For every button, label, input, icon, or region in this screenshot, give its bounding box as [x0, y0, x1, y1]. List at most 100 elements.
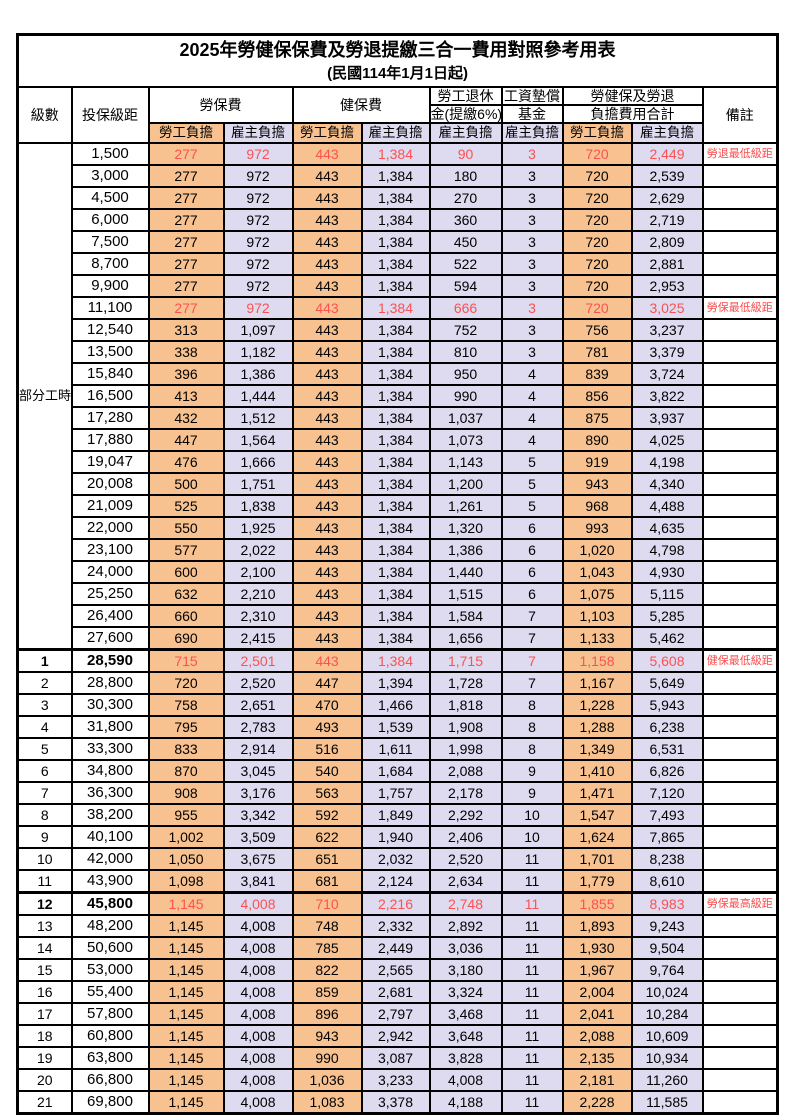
- table-row: 19,047 476 1,666 443 1,384 1,143 5 919 4,198: [18, 450, 779, 474]
- cell-labor-employee: 1,098: [147, 869, 225, 894]
- cell-pension-employer: 1,818: [428, 693, 503, 717]
- cell-pension-employer: 1,908: [428, 715, 503, 739]
- cell-pension-employer: 1,656: [428, 626, 503, 651]
- cell-labor-employee: 277: [147, 186, 225, 210]
- cell-health-employer: 3,378: [360, 1090, 431, 1115]
- cell-total-employee: 720: [561, 186, 633, 210]
- cell-pension-employer: 1,200: [428, 472, 503, 496]
- cell-total-employer: 9,504: [630, 936, 704, 960]
- cell-pension-employer: 2,178: [428, 781, 503, 805]
- cell-health-employer: 1,384: [360, 362, 431, 386]
- cell-health-employer: 1,384: [360, 450, 431, 474]
- cell-remark: [701, 759, 779, 783]
- table-row: 11 43,900 1,098 3,841 681 2,124 2,634 11 1,779 8,…: [16, 869, 779, 894]
- cell-pension-employer: 360: [428, 208, 503, 232]
- cell-total-employer: 3,379: [630, 340, 704, 364]
- cell-total-employer: 9,243: [630, 914, 704, 938]
- cell-remark: [701, 1024, 779, 1048]
- cell-labor-employer: 2,310: [222, 604, 294, 628]
- cell-health-employee: 443: [291, 208, 363, 232]
- cell-total-employee: 1,349: [561, 737, 633, 761]
- cell-pension-employer: 1,998: [428, 737, 503, 761]
- cell-total-employee: 1,043: [561, 560, 633, 584]
- cell-total-employee: 968: [561, 494, 633, 518]
- table-row: 20 66,800 1,145 4,008 1,036 3,233 4,008 11 2,181…: [16, 1068, 779, 1092]
- cell-labor-employer: 2,783: [222, 715, 294, 739]
- table-row: 17,280 432 1,512 443 1,384 1,037 4 875 3,937: [18, 406, 779, 430]
- cell-remark: [701, 252, 779, 276]
- cell-bracket: 31,800: [70, 715, 150, 739]
- table-row: 7 36,300 908 3,176 563 1,757 2,178 9 1,471 7,120: [16, 781, 779, 805]
- cell-labor-employee: 550: [147, 516, 225, 540]
- cell-labor-employee: 1,002: [147, 825, 225, 849]
- cell-health-employer: 2,032: [360, 847, 431, 871]
- cell-bracket: 30,300: [70, 693, 150, 717]
- cell-level: 20: [16, 1068, 73, 1092]
- cell-bracket: 11,100: [70, 296, 150, 320]
- cell-health-employee: 443: [291, 230, 363, 254]
- cell-labor-employer: 1,386: [222, 362, 294, 386]
- cell-level: 17: [16, 1002, 73, 1026]
- cell-bracket: 16,500: [70, 384, 150, 408]
- table-row: 19 63,800 1,145 4,008 990 3,087 3,828 11 2,135 10…: [16, 1046, 779, 1070]
- cell-health-employee: 443: [291, 648, 363, 673]
- cell-total-employee: 1,893: [561, 914, 633, 938]
- cell-health-employee: 443: [291, 406, 363, 430]
- cell-remark: [701, 825, 779, 849]
- cell-remark: [701, 847, 779, 871]
- cell-health-employer: 1,384: [360, 472, 431, 496]
- cell-health-employee: 443: [291, 274, 363, 298]
- cell-labor-employee: 833: [147, 737, 225, 761]
- cell-health-employer: 1,384: [360, 384, 431, 408]
- cell-bracket: 7,500: [70, 230, 150, 254]
- cell-health-employee: 785: [291, 936, 363, 960]
- col-header-remark: 備註: [701, 86, 779, 144]
- cell-health-employer: 1,384: [360, 428, 431, 452]
- cell-fund-employer: 10: [500, 825, 564, 849]
- table-row: 23,100 577 2,022 443 1,384 1,386 6 1,020 4,798: [18, 538, 779, 562]
- cell-remark: [701, 472, 779, 496]
- cell-total-employer: 5,462: [630, 626, 704, 651]
- table-row: 16 55,400 1,145 4,008 859 2,681 3,324 11 2,004 10…: [16, 980, 779, 1004]
- cell-health-employee: 447: [291, 671, 363, 695]
- cell-total-employee: 1,701: [561, 847, 633, 871]
- cell-bracket: 6,000: [70, 208, 150, 232]
- col-header-fund-line1: 工資墊償: [500, 86, 564, 106]
- table-body: 部分工時 1,500 277 972 443 1,384 90 3 720 2,449 勞退最低級距…: [16, 142, 779, 1115]
- cell-bracket: 36,300: [70, 781, 150, 805]
- cell-labor-employee: 1,145: [147, 1024, 225, 1048]
- cell-labor-employer: 972: [222, 208, 294, 232]
- cell-level: 13: [16, 914, 73, 938]
- table-row: 27,600 690 2,415 443 1,384 1,656 7 1,133 5,462: [18, 626, 779, 651]
- cell-level: 2: [16, 671, 73, 695]
- cell-pension-employer: 594: [428, 274, 503, 298]
- cell-health-employer: 1,611: [360, 737, 431, 761]
- cell-bracket: 33,300: [70, 737, 150, 761]
- cell-total-employee: 720: [561, 274, 633, 298]
- cell-fund-employer: 11: [500, 1024, 564, 1048]
- cell-fund-employer: 11: [500, 1090, 564, 1115]
- cell-pension-employer: 1,728: [428, 671, 503, 695]
- cell-remark: [701, 560, 779, 584]
- cell-level: 7: [16, 781, 73, 805]
- cell-remark: [701, 914, 779, 938]
- cell-labor-employer: 4,008: [222, 1046, 294, 1070]
- cell-total-employee: 720: [561, 208, 633, 232]
- cell-total-employer: 7,493: [630, 803, 704, 827]
- cell-bracket: 28,800: [70, 671, 150, 695]
- cell-bracket: 48,200: [70, 914, 150, 938]
- cell-level: 18: [16, 1024, 73, 1048]
- cell-part-time-label: 部分工時: [16, 142, 73, 651]
- cell-health-employee: 443: [291, 626, 363, 651]
- subheader-total-employee: 勞工負擔: [561, 122, 633, 144]
- cell-remark: [701, 274, 779, 298]
- cell-total-employer: 10,609: [630, 1024, 704, 1048]
- cell-total-employer: 2,809: [630, 230, 704, 254]
- cell-pension-employer: 2,748: [428, 891, 503, 916]
- cell-remark: [701, 693, 779, 717]
- cell-labor-employer: 2,501: [222, 648, 294, 673]
- cell-labor-employee: 1,145: [147, 914, 225, 938]
- cell-health-employee: 493: [291, 715, 363, 739]
- cell-total-employee: 720: [561, 142, 633, 166]
- cell-bracket: 45,800: [70, 891, 150, 916]
